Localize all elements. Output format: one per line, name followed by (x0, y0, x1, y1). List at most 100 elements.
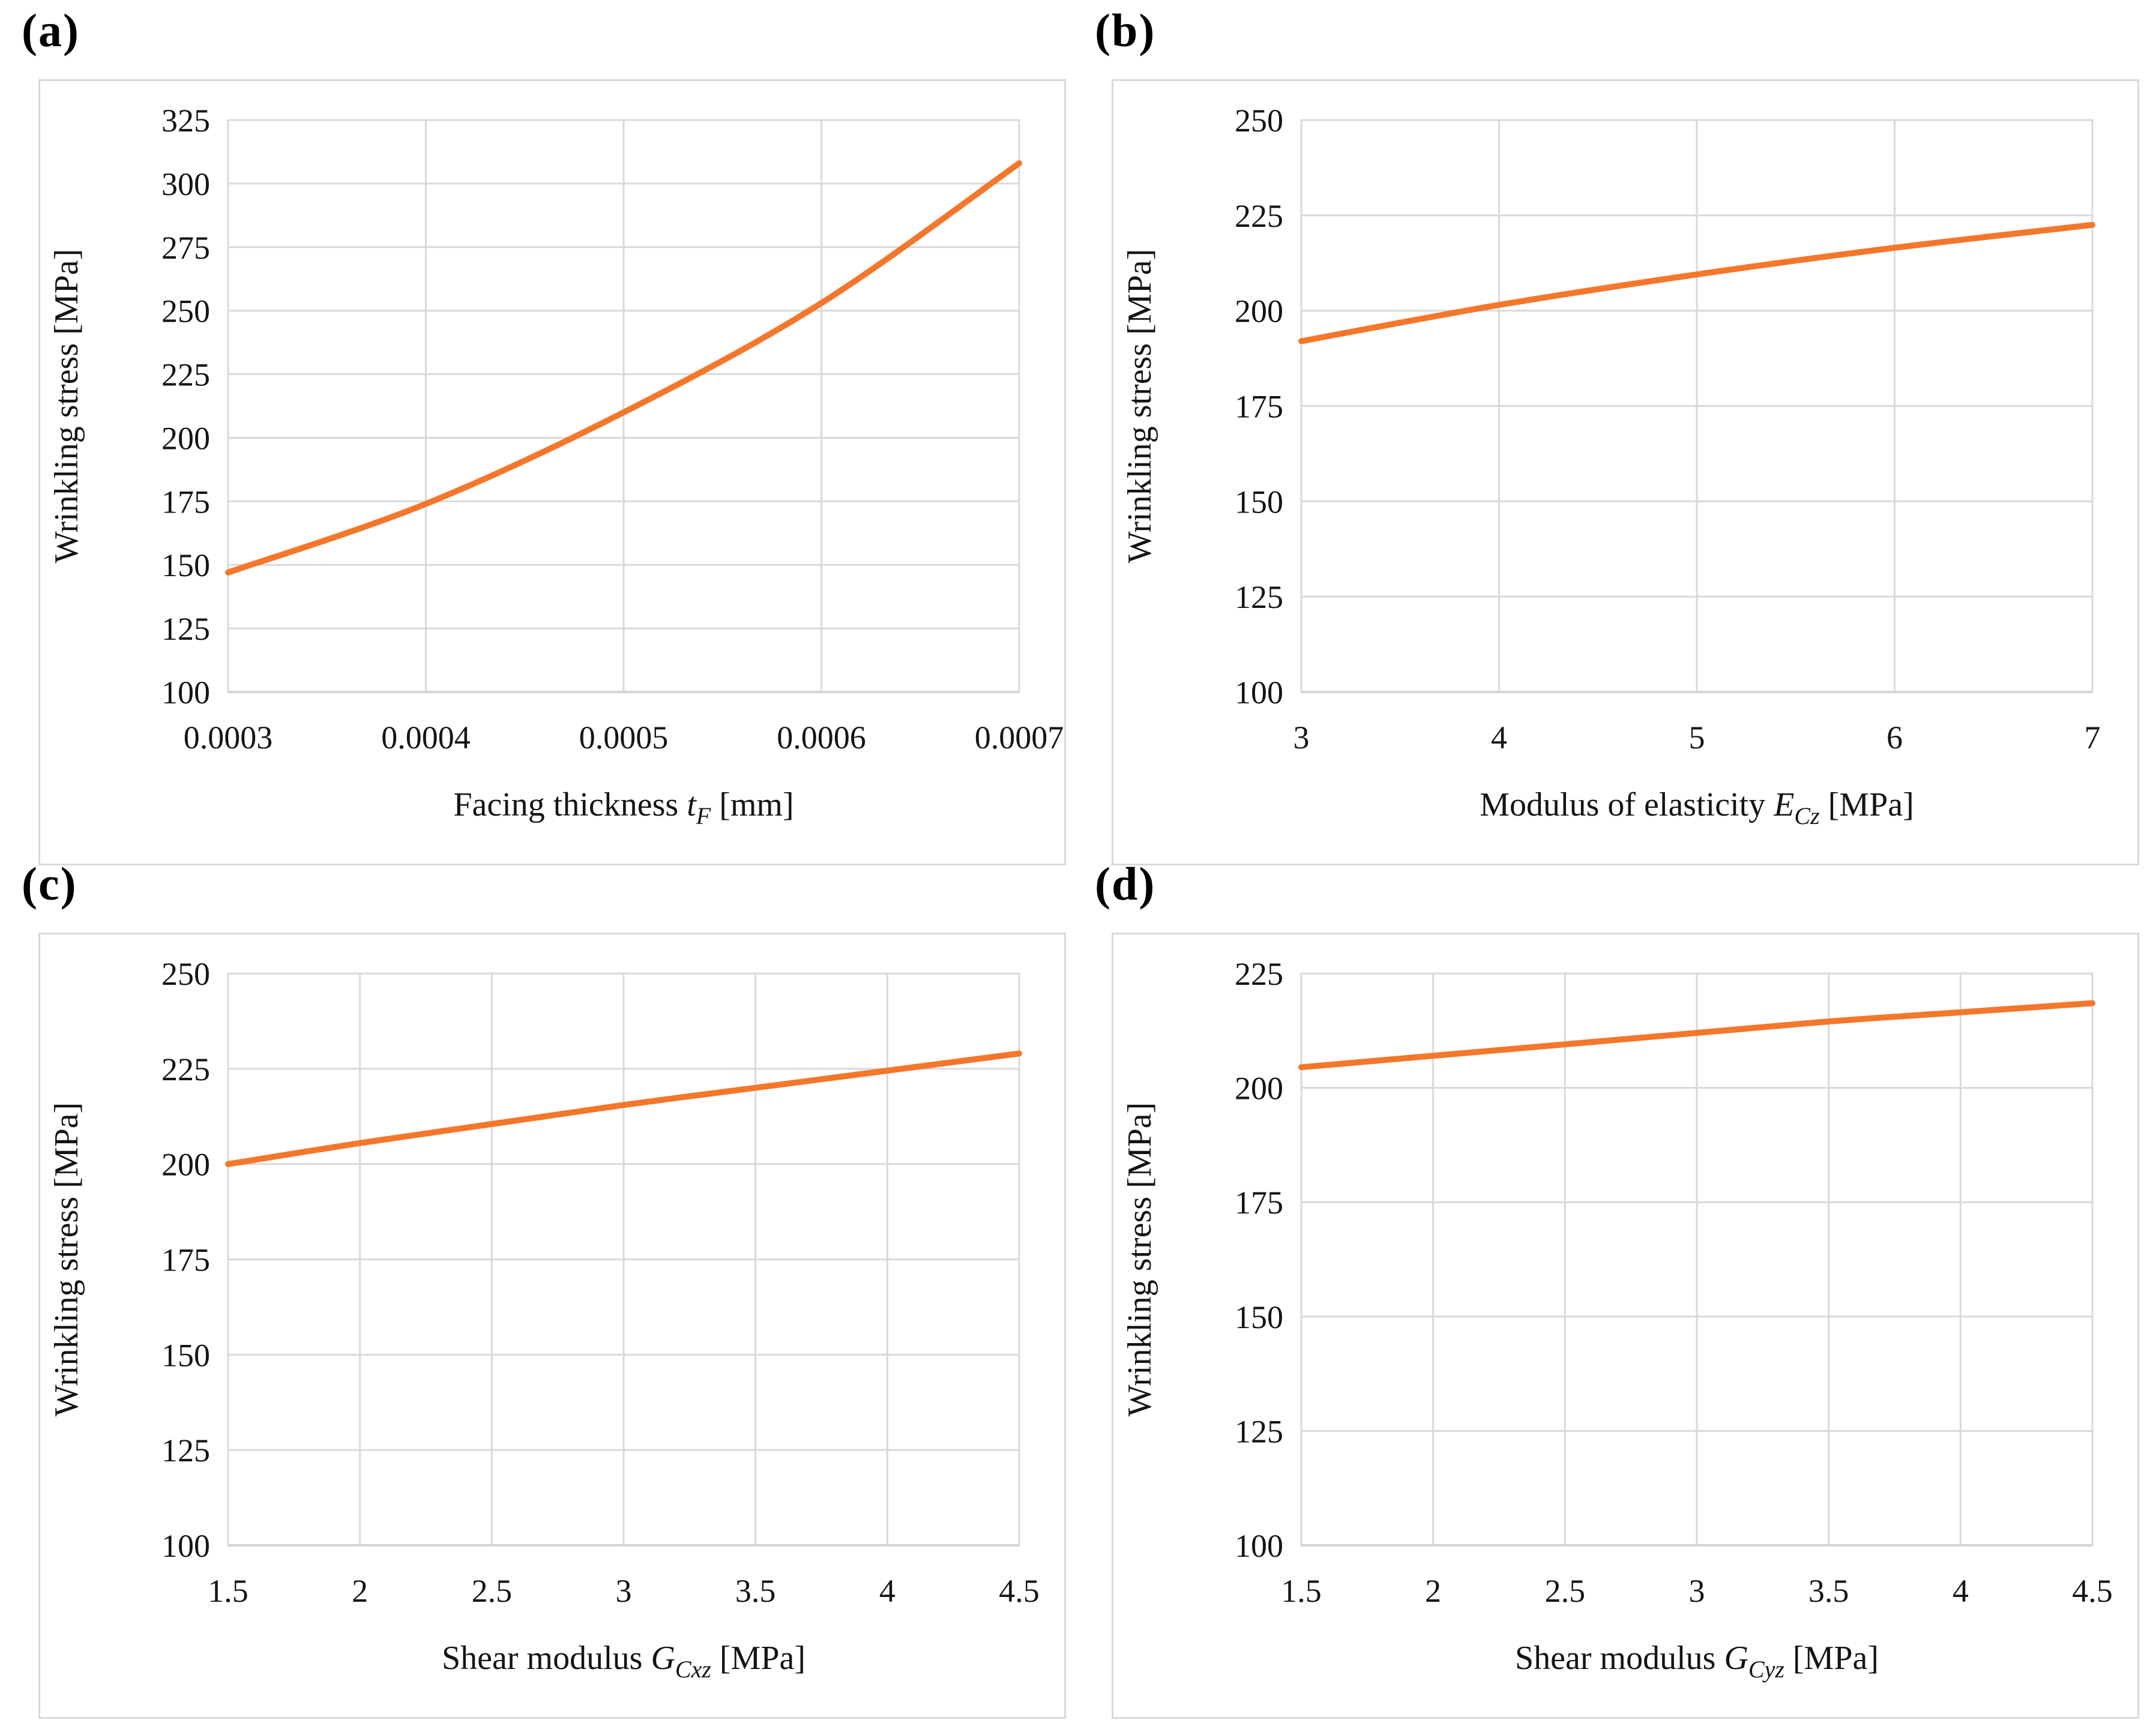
panel-d: (d) 1.5 2 2.5 3 3.5 4 4.5 100 125 150 175 200 225 Wri… (1073, 853, 2151, 1721)
x-axis-title-suffix: [MPa] (711, 1640, 805, 1677)
x-tick-label: 4 (879, 1573, 896, 1609)
line-chart-b: 3 4 5 6 7 100 125 150 175 200 225 250 Wrinkling stre… (1121, 103, 2101, 829)
x-axis-title-subscript: Cyz (1748, 1656, 1784, 1683)
x-axis-title: Shear modulus GCxz [MPa] (442, 1640, 805, 1683)
x-axis-title-suffix: [MPa] (1820, 786, 1914, 823)
x-axis-title-subscript: Cxz (675, 1656, 711, 1683)
x-tick-label: 6 (1886, 720, 1903, 756)
y-tick-label: 225 (161, 357, 210, 393)
x-tick-label: 2.5 (472, 1573, 513, 1609)
y-tick-label: 325 (161, 103, 210, 139)
y-tick-label: 125 (161, 611, 210, 647)
x-axis-title-symbol: G (651, 1640, 675, 1677)
y-tick-label: 250 (161, 293, 210, 329)
x-axis-title-symbol: t (687, 786, 697, 823)
x-tick-label: 0.0004 (381, 720, 471, 756)
y-tick-label: 275 (161, 230, 210, 266)
y-tick-label: 200 (161, 420, 210, 456)
panel-label-c: (c) (22, 858, 77, 910)
y-tick-label: 100 (1235, 675, 1283, 711)
x-axis-title-prefix: Shear modulus (1515, 1640, 1724, 1677)
x-tick-label: 2 (352, 1573, 368, 1609)
x-tick-label: 2.5 (1545, 1573, 1586, 1609)
y-tick-label: 100 (161, 1528, 210, 1564)
y-tick-label: 175 (161, 484, 210, 520)
x-tick-label: 0.0006 (777, 720, 866, 756)
y-axis-title: Wrinkling stress [MPa] (1121, 249, 1158, 563)
y-tick-label: 150 (161, 547, 210, 583)
y-tick-label: 125 (1235, 579, 1283, 615)
panel-a: (a) 0.0003 0.0004 0.0005 0.0006 0.0007 100 125… (0, 0, 1078, 867)
line-chart-d: 1.5 2 2.5 3 3.5 4 4.5 100 125 150 175 200 225 Wrinkli… (1121, 956, 2113, 1683)
panel-label-d: (d) (1095, 858, 1156, 910)
x-tick-label: 0.0005 (579, 720, 669, 756)
y-tick-label: 100 (161, 675, 210, 711)
x-axis-title-suffix: [mm] (711, 786, 793, 823)
plot-border (227, 119, 1020, 693)
y-axis-title: Wrinkling stress [MPa] (48, 249, 85, 563)
panel-b: (b) 3 4 5 6 7 100 125 150 175 200 225 250 Wrinkling … (1073, 0, 2151, 867)
y-tick-label: 175 (1235, 389, 1283, 425)
line-chart-a: 0.0003 0.0004 0.0005 0.0006 0.0007 100 125 150 1… (48, 103, 1064, 829)
x-axis-title-prefix: Facing thickness (453, 786, 687, 823)
x-tick-label: 1.5 (1281, 1573, 1322, 1609)
x-axis-title-prefix: Modulus of elasticity (1480, 786, 1774, 823)
panel-label-b: (b) (1095, 4, 1156, 56)
y-axis-title: Wrinkling stress [MPa] (1121, 1102, 1158, 1416)
x-axis-title-symbol: E (1773, 786, 1794, 823)
y-tick-label: 200 (161, 1147, 210, 1183)
chart-c-shear-modulus-gcxz: 1.5 2 2.5 3 3.5 4 4.5 100 125 150 175 200 225 250 Wrin… (38, 933, 1066, 1719)
y-tick-label: 225 (1235, 956, 1283, 992)
y-tick-label: 250 (161, 956, 210, 992)
chart-d-shear-modulus-gcyz: 1.5 2 2.5 3 3.5 4 4.5 100 125 150 175 200 225 Wrinkli… (1112, 933, 2139, 1719)
x-axis-title-subscript: Cz (1794, 802, 1820, 829)
x-axis-title-prefix: Shear modulus (442, 1640, 651, 1677)
y-tick-label: 175 (161, 1242, 210, 1278)
x-tick-label: 3.5 (735, 1573, 776, 1609)
x-axis-title-symbol: G (1724, 1640, 1748, 1677)
series-line-wrinkling-stress (225, 1050, 1022, 1167)
series-line-wrinkling-stress (1298, 221, 2095, 344)
x-axis-title: Shear modulus GCyz [MPa] (1515, 1640, 1879, 1683)
x-tick-label: 4 (1491, 720, 1507, 756)
chart-a-facing-thickness: 0.0003 0.0004 0.0005 0.0006 0.0007 100 125 150 1… (38, 79, 1066, 865)
x-tick-label: 4.5 (999, 1573, 1040, 1609)
line-chart-c: 1.5 2 2.5 3 3.5 4 4.5 100 125 150 175 200 225 250 Wrin… (48, 956, 1040, 1683)
y-tick-label: 100 (1235, 1528, 1283, 1564)
series-line-wrinkling-stress (1298, 1000, 2095, 1071)
x-tick-label: 3 (1689, 1573, 1705, 1609)
x-tick-label: 4.5 (2072, 1573, 2113, 1609)
x-tick-label: 3 (1293, 720, 1310, 756)
chart-b-modulus-elasticity: 3 4 5 6 7 100 125 150 175 200 225 250 Wrinkling stre… (1112, 79, 2139, 865)
y-tick-label: 225 (161, 1051, 210, 1087)
y-tick-label: 150 (1235, 484, 1283, 520)
x-tick-label: 3.5 (1808, 1573, 1849, 1609)
plot-border (227, 972, 1020, 1547)
x-tick-label: 4 (1953, 1573, 1969, 1609)
y-tick-label: 150 (1235, 1299, 1283, 1335)
y-tick-label: 125 (1235, 1413, 1283, 1449)
x-tick-label: 5 (1689, 720, 1705, 756)
plot-border (1300, 972, 2094, 1547)
x-tick-label: 1.5 (208, 1573, 248, 1609)
x-axis-title: Modulus of elasticity ECz [MPa] (1480, 786, 1914, 829)
panel-label-a: (a) (22, 4, 80, 56)
panel-c: (c) 1.5 2 2.5 3 3.5 4 4.5 100 125 150 175 200 225 250… (0, 853, 1078, 1721)
y-tick-label: 250 (1235, 103, 1283, 139)
y-tick-label: 225 (1235, 198, 1283, 234)
x-tick-label: 3 (616, 1573, 632, 1609)
plot-border (1300, 119, 2094, 693)
y-tick-label: 200 (1235, 1071, 1283, 1107)
x-tick-label: 2 (1425, 1573, 1441, 1609)
x-axis-title-suffix: [MPa] (1784, 1640, 1879, 1677)
x-tick-label: 0.0007 (975, 720, 1064, 756)
y-tick-label: 300 (161, 166, 210, 202)
y-tick-label: 125 (161, 1433, 210, 1469)
x-tick-label: 0.0003 (184, 720, 273, 756)
y-axis-title: Wrinkling stress [MPa] (48, 1102, 85, 1416)
x-tick-label: 7 (2085, 720, 2101, 756)
y-tick-label: 200 (1235, 293, 1283, 329)
y-tick-label: 175 (1235, 1185, 1283, 1221)
x-axis-title-subscript: F (696, 802, 711, 829)
